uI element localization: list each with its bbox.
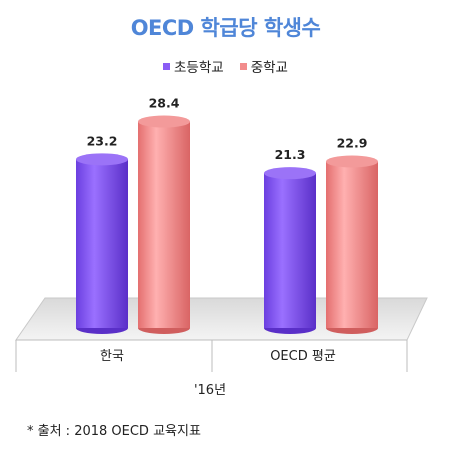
- legend-item-middle: 중학교: [239, 56, 288, 76]
- source-note: * 출처 : 2018 OECD 교육지표: [27, 424, 201, 439]
- legend: 초등학교 중학교: [0, 56, 451, 76]
- bar-oecd-average-middle: [326, 155, 378, 334]
- legend-label-middle: 중학교: [250, 60, 288, 76]
- legend-item-elementary: 초등학교: [163, 56, 224, 76]
- bar-korea-elementary: [76, 153, 128, 334]
- bar-korea-middle: [138, 115, 190, 334]
- bar-body: [76, 159, 128, 328]
- bar-body: [326, 161, 378, 328]
- category-label-korea: 한국: [100, 349, 124, 364]
- data-label-korea-middle: 28.4: [149, 96, 180, 111]
- x-axis-label: '16년: [194, 383, 226, 398]
- legend-label-elementary: 초등학교: [174, 60, 224, 76]
- bar-oecd-average-elementary: [264, 167, 316, 334]
- data-label-oecd-average-elementary: 21.3: [275, 147, 306, 162]
- bar-top: [264, 167, 316, 180]
- bar-top: [326, 155, 378, 168]
- bar-body: [138, 121, 190, 328]
- legend-swatch-middle: [239, 62, 247, 70]
- bar-body: [264, 173, 316, 328]
- data-label-korea-elementary: 23.2: [87, 133, 118, 148]
- bar-top: [76, 153, 128, 166]
- bar-top: [138, 115, 190, 128]
- category-label-oecd-average: OECD 평균: [270, 349, 336, 364]
- legend-swatch-elementary: [163, 62, 171, 70]
- chart-title: OECD 학급당 학생수: [130, 16, 321, 40]
- data-label-oecd-average-middle: 22.9: [337, 136, 368, 151]
